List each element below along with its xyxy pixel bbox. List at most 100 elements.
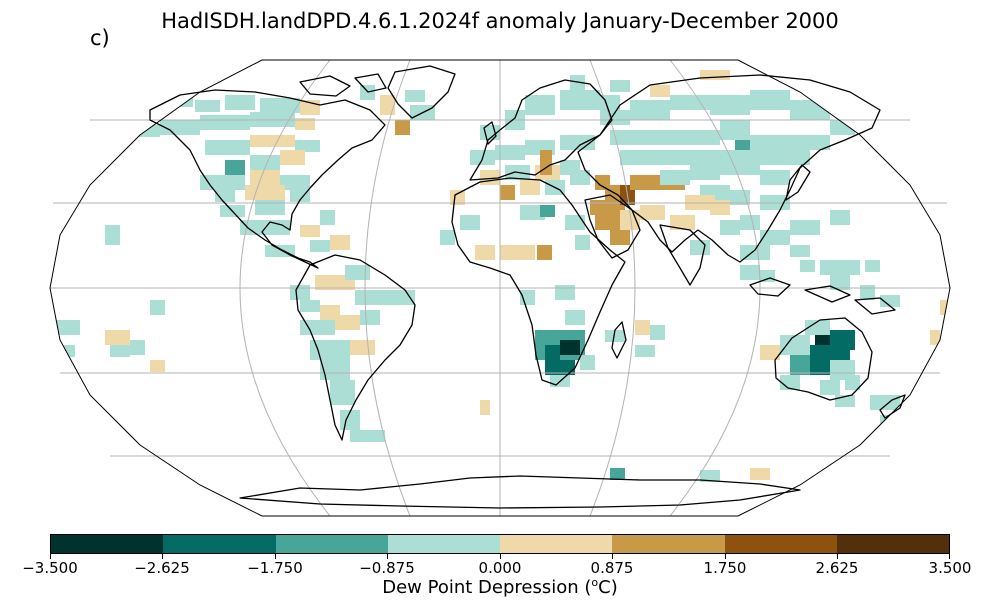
grid-cell — [670, 215, 695, 230]
grid-cell — [780, 150, 810, 165]
grid-cell — [720, 120, 750, 140]
grid-cell — [380, 95, 395, 115]
grid-cell — [640, 130, 680, 145]
grid-cell — [650, 85, 670, 97]
grid-cell — [395, 120, 410, 135]
grid-cell — [560, 90, 600, 110]
grid-cell — [300, 300, 320, 312]
grid-cell — [930, 330, 940, 345]
grid-cell — [820, 380, 840, 395]
grid-cell — [600, 110, 630, 125]
grid-cell — [205, 140, 250, 155]
grid-cell — [310, 340, 350, 360]
grid-cell — [780, 335, 810, 355]
grid-cell — [700, 470, 720, 482]
grid-cell — [690, 240, 710, 255]
grid-cell — [610, 130, 640, 145]
grid-cell — [790, 245, 810, 257]
grid-cell — [870, 395, 900, 410]
grid-cell — [500, 245, 535, 260]
grid-cell — [390, 290, 415, 305]
grid-cell — [845, 375, 860, 390]
grid-cell — [620, 150, 660, 165]
grid-cell — [105, 330, 130, 345]
grid-cell — [295, 140, 320, 152]
grid-cell — [330, 235, 350, 250]
grid-cell — [520, 205, 545, 220]
grid-cell — [750, 90, 790, 110]
colorbar-tick-label: −0.875 — [359, 559, 415, 577]
grid-cell — [565, 310, 585, 325]
grid-cell — [225, 95, 255, 110]
grid-cell — [700, 70, 730, 80]
grid-cell — [610, 230, 630, 245]
colorbar-tick-label: 1.750 — [703, 559, 747, 577]
grid-cell — [460, 215, 480, 230]
grid-cell — [790, 100, 830, 120]
grid-cell — [940, 300, 950, 315]
colorbar-label: Dew Point Depression (oC) — [382, 576, 618, 598]
grid-cell — [60, 345, 75, 357]
grid-cell — [690, 165, 720, 180]
grid-cell — [720, 160, 760, 175]
grid-cell — [525, 95, 555, 115]
grid-cell — [805, 320, 830, 335]
grid-cell — [310, 240, 330, 252]
colorbar-tick-label: −3.500 — [22, 559, 78, 577]
grid-cell — [280, 150, 305, 165]
grid-cell — [330, 380, 355, 405]
grid-cell — [295, 118, 315, 130]
grid-cell — [660, 150, 700, 165]
grid-cell — [800, 260, 815, 272]
colorbar-segment — [836, 535, 949, 553]
grid-cell — [350, 430, 385, 442]
grid-cell — [500, 185, 515, 200]
grid-cell — [280, 175, 310, 190]
globe-outline — [49, 59, 951, 517]
grid-cell — [635, 345, 655, 357]
grid-cell — [595, 215, 620, 230]
grid-cell — [250, 135, 295, 147]
grid-cell — [575, 235, 590, 250]
grid-cell — [635, 320, 650, 335]
grid-cell — [250, 170, 280, 185]
grid-cell — [630, 100, 670, 120]
grid-cell — [620, 210, 640, 230]
grid-cell — [830, 210, 850, 225]
panel-label: c) — [90, 26, 110, 50]
grid-cell — [540, 205, 555, 217]
grid-cell — [545, 345, 560, 360]
colorbar-tick — [612, 554, 613, 559]
grid-cell — [150, 360, 165, 372]
anomaly-grid-cells — [55, 70, 950, 482]
coastlines — [149, 65, 906, 509]
grid-cell — [750, 135, 790, 150]
grid-cell — [740, 215, 760, 230]
colorbar-tick — [949, 554, 950, 559]
grid-cell — [215, 190, 235, 202]
grid-cell — [300, 225, 320, 237]
grid-cell — [480, 400, 490, 415]
colorbar-tick — [500, 554, 501, 559]
grid-cell — [600, 95, 620, 110]
grid-cell — [560, 340, 580, 355]
grid-cell — [250, 155, 280, 170]
grid-cell — [440, 230, 455, 245]
colorbar-segment — [612, 535, 725, 553]
colorbar-segment — [51, 535, 164, 553]
grid-cell — [865, 260, 880, 272]
grid-cell — [670, 95, 710, 110]
grid-cell — [790, 220, 820, 235]
grid-cell — [660, 170, 690, 185]
grid-cell — [160, 120, 200, 135]
grid-cell — [880, 295, 900, 307]
grid-cell — [565, 215, 585, 230]
grid-cell — [720, 220, 740, 235]
colorbar-segment — [163, 535, 276, 553]
grid-cell — [475, 245, 495, 260]
colorbar-tick — [50, 554, 51, 559]
grid-cell — [740, 265, 760, 280]
grid-cell — [820, 260, 860, 275]
grid-cell — [545, 360, 575, 375]
grid-cell — [830, 275, 850, 290]
